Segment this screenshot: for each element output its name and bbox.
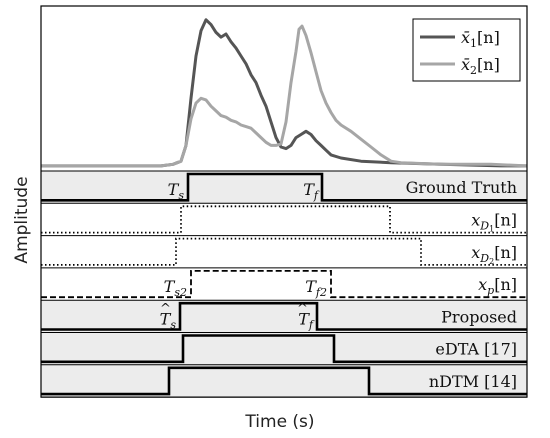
row-background [41, 364, 527, 398]
hat-mark: ^ [160, 301, 171, 316]
step-signal-2 [41, 205, 527, 234]
row-label-3: xD2[n] [471, 243, 517, 266]
edge-annotation-5-1: Ts [160, 309, 177, 331]
legend-entry-2: x̄2[n] [461, 55, 500, 77]
plot-area: Ground Truth Ts Tf xD1[n] xD2[n] xp[n] Ts2 Tf2 P… [40, 5, 528, 398]
edge-annotation-1-2: Tf [303, 180, 320, 202]
x-axis-label: Time (s) [244, 412, 314, 432]
step-signal-6 [41, 334, 527, 364]
row-background [41, 171, 527, 204]
hat-mark: ^ [297, 301, 308, 316]
legend-entry-1: x̄1[n] [461, 28, 500, 50]
step-signal-3 [41, 237, 527, 266]
row-label-7: nDTM [14] [429, 372, 517, 391]
row-background [41, 300, 527, 333]
row-label-6: eDTA [17] [435, 340, 517, 359]
edge-annotation-4-1: Ts2 [164, 277, 187, 299]
series-line-2 [41, 24, 528, 168]
series-line-1 [41, 18, 527, 168]
step-signal-5 [41, 301, 527, 331]
row-label-4: xp[n] [478, 275, 517, 297]
edge-annotation-1-1: Ts [168, 180, 185, 202]
row-label-5: Proposed [441, 307, 517, 326]
step-signal-4 [41, 270, 527, 299]
edge-annotation-4-2: Tf2 [305, 277, 327, 299]
edge-annotation-5-2: Tf [298, 309, 315, 331]
step-signal-1 [41, 172, 527, 202]
step-signal-7 [41, 366, 527, 396]
y-axis-label: Amplitude [12, 176, 32, 263]
row-background [41, 332, 527, 365]
legend-box [412, 18, 521, 82]
plot-frame [40, 5, 528, 398]
row-label-1: Ground Truth [406, 178, 517, 197]
row-label-2: xD1[n] [471, 210, 517, 233]
